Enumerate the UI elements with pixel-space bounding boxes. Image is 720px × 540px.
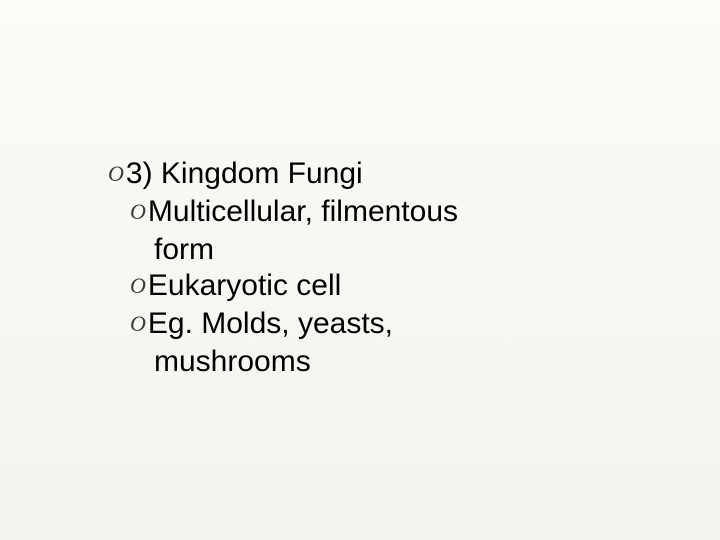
list-text-continuation: mushrooms [154, 344, 608, 380]
slide: O 3) Kingdom Fungi O Multicellular, film… [0, 0, 720, 540]
list-text-continuation: form [154, 232, 608, 268]
list-item: O Eukaryotic cell [130, 268, 608, 304]
bullet-icon: O [130, 194, 146, 230]
bullet-list: O 3) Kingdom Fungi O Multicellular, film… [108, 156, 608, 380]
bullet-icon: O [130, 306, 146, 342]
list-item: O Multicellular, filmentous [130, 194, 608, 230]
list-item: O 3) Kingdom Fungi [108, 156, 608, 192]
list-text: Eukaryotic cell [148, 268, 341, 304]
list-text: 3) Kingdom Fungi [126, 156, 363, 192]
bullet-icon: O [130, 268, 146, 304]
bullet-icon: O [108, 156, 124, 192]
list-text: Multicellular, filmentous [148, 194, 458, 230]
list-text: Eg. Molds, yeasts, [148, 306, 393, 342]
list-item: O Eg. Molds, yeasts, [130, 306, 608, 342]
